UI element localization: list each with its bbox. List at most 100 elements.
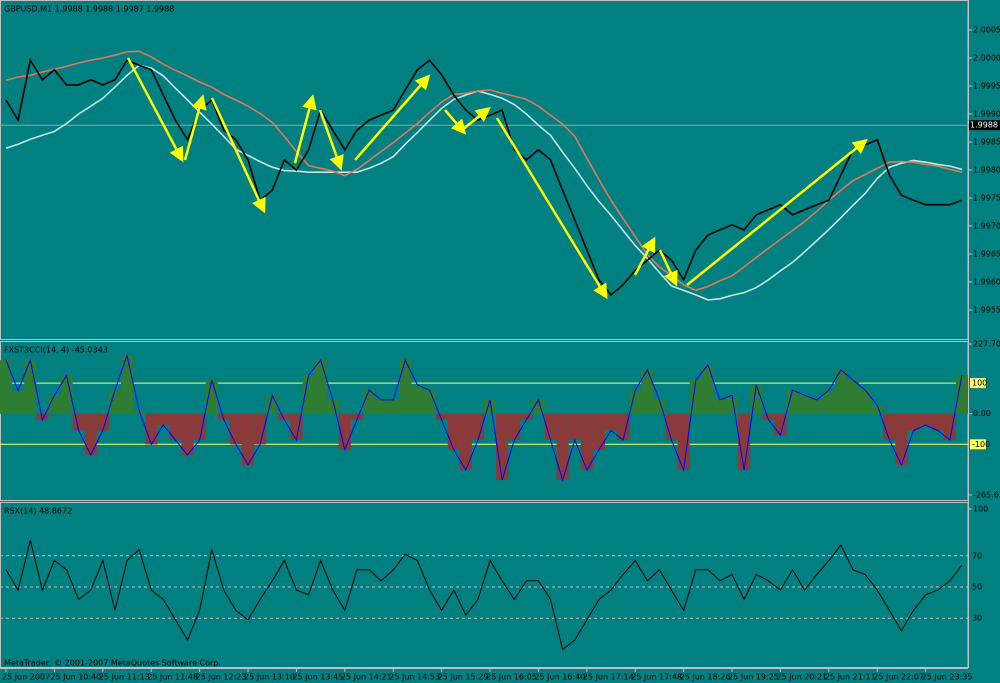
cci-bar: [338, 413, 351, 450]
y-tick-label: 1.9960: [973, 278, 1000, 287]
y-tick-label: 0.00: [973, 409, 991, 418]
level-label: 100: [972, 379, 987, 388]
x-tick-label: 25 Jun 11:48: [147, 673, 198, 682]
level-label-box: [970, 439, 986, 450]
cci-bar: [435, 413, 448, 420]
cci-bar: [508, 413, 521, 441]
x-tick-label: 25 Jun 11:13: [99, 673, 150, 682]
cci-bar: [217, 413, 230, 420]
y-tick-label: 2.0000: [973, 54, 1000, 63]
x-tick-label: 25 Jun 10:40: [50, 673, 101, 682]
cci-bar: [133, 410, 146, 414]
cci-bar: [423, 390, 436, 414]
current-price-box: [969, 120, 1000, 131]
cci-bar: [701, 365, 714, 414]
arrow: [293, 94, 317, 164]
arrow: [495, 117, 608, 300]
cci-bar: [798, 395, 811, 414]
cci-bar: [665, 413, 678, 441]
cci-bar: [677, 413, 690, 471]
x-tick-label: 25 Jun 17:48: [631, 673, 682, 682]
arrow: [444, 109, 467, 135]
y-tick-label: 1.9985: [973, 138, 1000, 147]
cci-bar: [471, 413, 484, 441]
cci-bar: [822, 390, 835, 414]
y-tick-label: 1.9955: [973, 306, 1000, 315]
cci-bar: [60, 375, 73, 414]
y-tick-label: 100: [973, 505, 988, 514]
y-tick-label: 2.0005: [973, 26, 1000, 35]
arrow: [461, 106, 491, 131]
level-label: 50: [972, 583, 982, 592]
data-line: [5, 64, 963, 301]
panel-title: RSX(14) 48.8672: [4, 507, 72, 516]
cci-bar: [955, 375, 968, 414]
annotation-arrows: [126, 57, 868, 300]
cci-bar: [834, 369, 847, 414]
x-tick-label: 25 Jun 20:21: [776, 673, 827, 682]
y-tick-label: 1.9980: [973, 166, 1000, 175]
arrow: [354, 74, 431, 161]
cci-bar: [859, 390, 872, 414]
cci-bar: [229, 413, 242, 445]
cci-bar: [605, 413, 618, 431]
x-tick-label: 25 Jun 13:45: [292, 673, 343, 682]
x-tick-label: 25 Jun 18:26: [680, 673, 731, 682]
cci-bar: [302, 375, 315, 414]
cci-bar: [169, 413, 182, 441]
y-tick-label: 1.9975: [973, 194, 1000, 203]
cci-bar: [84, 413, 97, 456]
cci-bar: [786, 390, 799, 414]
cci-bar: [375, 399, 388, 414]
cci-bar: [907, 413, 920, 431]
data-line: [5, 50, 963, 292]
cci-bar: [544, 413, 557, 441]
cci-bar: [145, 413, 158, 445]
cci-bar: [411, 384, 424, 414]
cci-bar: [580, 413, 593, 471]
x-tick-label: 25 Jun 21:11: [825, 673, 876, 682]
cci-bar: [653, 399, 666, 414]
cci-bar: [193, 413, 206, 441]
x-tick-label: 25 Jun 14:53: [389, 673, 440, 682]
cci-bar: [387, 399, 400, 414]
x-tick-label: 25 Jun 15:29: [438, 673, 489, 682]
cci-bar: [750, 384, 763, 414]
cci-bar: [459, 413, 472, 471]
cci-bar: [447, 413, 460, 450]
cci-bar: [568, 413, 581, 441]
cci-bar: [181, 413, 194, 456]
y-tick-label: 1.9990: [973, 110, 1000, 119]
cci-bar: [350, 413, 363, 420]
cci-bar: [36, 413, 49, 420]
y-tick-label: 1.9970: [973, 222, 1000, 231]
cci-bar: [774, 413, 787, 436]
cci-bar: [242, 413, 255, 465]
cci-bar: [48, 395, 61, 414]
cci-bar: [943, 413, 956, 441]
x-tick-label: 25 Jun 2007: [2, 673, 50, 682]
cci-bar: [108, 390, 121, 414]
arrow: [633, 236, 656, 276]
cci-bar: [629, 390, 642, 414]
arrow: [183, 94, 207, 161]
data-line: [5, 540, 963, 651]
cci-bar: [810, 399, 823, 414]
cci-bar: [592, 413, 605, 450]
cci-bar: [931, 413, 944, 431]
cci-bar: [496, 413, 509, 481]
cci-bar: [895, 413, 908, 465]
x-tick-label: 25 Jun 14:21: [341, 673, 392, 682]
cci-bar: [883, 413, 896, 441]
arrow: [686, 138, 868, 286]
cci-bar: [12, 390, 25, 414]
cci-bar: [326, 399, 339, 414]
y-tick-label: 227.703: [973, 340, 1000, 349]
y-tick-label: 1.9965: [973, 250, 1000, 259]
level-label: 30: [972, 614, 982, 623]
x-tick-label: 25 Jun 19:25: [728, 673, 779, 682]
cci-bar: [72, 413, 85, 431]
cci-bar: [363, 390, 376, 414]
cci-bar: [0, 360, 13, 414]
